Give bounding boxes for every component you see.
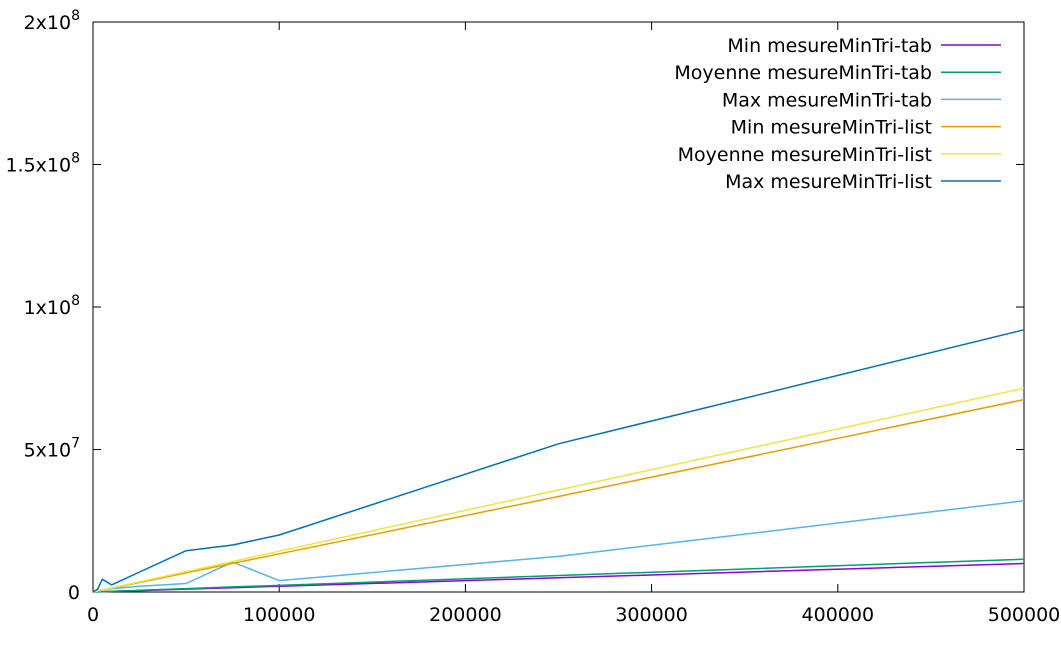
y-tick-base: 0 <box>68 582 80 604</box>
legend-label: Moyenne mesureMinTri-tab <box>674 62 932 84</box>
y-tick-label: 1x108 <box>24 293 80 319</box>
x-tick-label: 0 <box>87 604 99 626</box>
y-tick-exponent: 8 <box>71 293 80 309</box>
y-tick-exponent: 8 <box>71 8 80 24</box>
legend-label: Moyenne mesureMinTri-list <box>678 144 932 166</box>
y-tick-base: 1.5x10 <box>5 155 71 177</box>
y-tick-label: 1.5x108 <box>5 151 80 177</box>
series-lines <box>92 329 1025 593</box>
y-tick-label: 5x107 <box>24 436 80 462</box>
y-tick-base: 2x10 <box>24 12 72 34</box>
legend-label: Max mesureMinTri-list <box>725 171 932 193</box>
y-tick-base: 5x10 <box>24 440 72 462</box>
x-tick-labels: 0 100000 200000 300000 400000 500000 <box>87 604 1060 626</box>
x-tick-label: 500000 <box>988 604 1061 626</box>
legend-label: Max mesureMinTri-tab <box>722 89 932 111</box>
legend-label: Min mesureMinTri-list <box>731 117 932 139</box>
y-tick-exponent: 8 <box>71 151 80 167</box>
y-tick-label: 0 <box>68 582 80 604</box>
series-line-6 <box>92 329 1025 593</box>
x-tick-label: 400000 <box>802 604 875 626</box>
series-line-1 <box>92 562 1025 593</box>
series-line-4 <box>92 398 1025 593</box>
y-tick-label: 2x108 <box>24 8 80 34</box>
series-line-2 <box>92 558 1025 593</box>
y-tick-base: 1x10 <box>24 297 72 319</box>
x-tick-label: 300000 <box>615 604 688 626</box>
series-line-5 <box>92 387 1025 593</box>
legend-label: Min mesureMinTri-tab <box>727 35 932 57</box>
y-tick-exponent: 7 <box>71 436 80 452</box>
legend: Min mesureMinTri-tab Moyenne mesureMinTri… <box>674 35 1001 193</box>
x-tick-label: 100000 <box>243 604 316 626</box>
x-tick-label: 200000 <box>429 604 502 626</box>
